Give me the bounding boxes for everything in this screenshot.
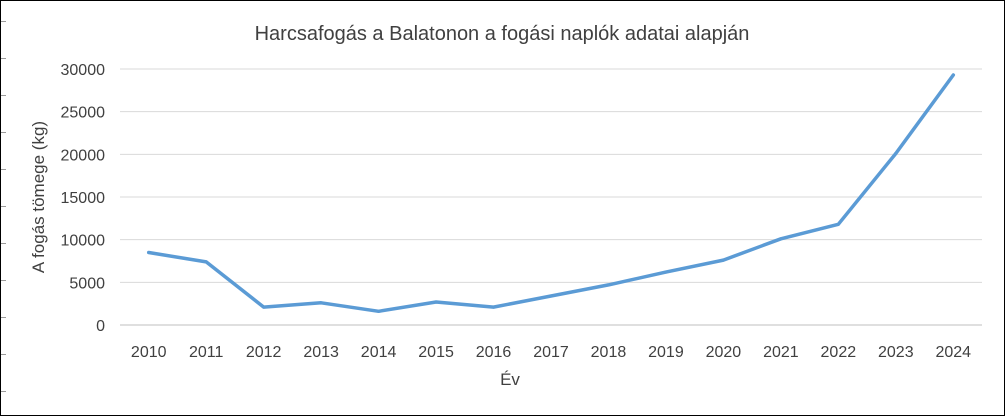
x-tick-label: 2024 (935, 344, 971, 361)
left-edge-tick (1, 317, 6, 318)
left-edge-tick (1, 21, 6, 22)
y-axis-label: A fogás tömege (kg) (29, 121, 48, 273)
y-tick-label: 30000 (61, 62, 106, 79)
x-tick-label: 2011 (189, 344, 224, 361)
data-point (492, 305, 496, 309)
left-edge-tick (1, 354, 6, 355)
left-edge-tick (1, 58, 6, 59)
y-tick-labels: 0 5000 10000 15000 20000 25000 30000 (61, 62, 106, 335)
left-edge-tick (1, 95, 6, 96)
data-point (606, 283, 610, 287)
x-tick-label: 2013 (303, 344, 339, 361)
left-edge-tick (1, 169, 6, 170)
data-point (951, 73, 955, 77)
y-tick-label: 10000 (61, 233, 106, 250)
left-edge-tick (1, 206, 6, 207)
data-point (147, 250, 151, 254)
y-tick-label: 15000 (61, 190, 106, 207)
y-tick-label: 5000 (69, 275, 105, 292)
x-tick-label: 2014 (361, 344, 397, 361)
left-edge-tick (1, 391, 6, 392)
x-tick-label: 2018 (591, 344, 627, 361)
data-point (434, 300, 438, 304)
x-tick-label: 2023 (878, 344, 914, 361)
data-point (204, 260, 208, 264)
data-point (377, 309, 381, 313)
x-tick-label: 2012 (246, 344, 282, 361)
x-tick-label: 2010 (131, 344, 167, 361)
data-point (664, 270, 668, 274)
x-tick-label: 2022 (821, 344, 857, 361)
series-line (146, 73, 956, 314)
left-edge-tick (1, 243, 6, 244)
left-edge-tick (1, 280, 6, 281)
series-group (146, 73, 956, 314)
x-tick-label: 2017 (533, 344, 569, 361)
x-axis-label: Év (500, 370, 520, 389)
data-point (721, 258, 725, 262)
x-tick-label: 2020 (706, 344, 742, 361)
data-point (319, 301, 323, 305)
chart-title: Harcsafogás a Balatonon a fogási naplók … (255, 23, 750, 45)
y-tick-label: 25000 (61, 105, 106, 122)
data-point (836, 222, 840, 226)
x-tick-label: 2021 (763, 344, 799, 361)
left-edge-tick (1, 132, 6, 133)
x-tick-label: 2015 (418, 344, 454, 361)
x-tick-labels: 2010 2011 2012 2013 2014 2015 2016 2017 2018 2019… (131, 344, 971, 361)
gridlines (120, 68, 982, 326)
data-point (894, 151, 898, 155)
y-tick-label: 20000 (61, 147, 106, 164)
data-point (779, 237, 783, 241)
x-tick-label: 2016 (476, 344, 512, 361)
data-point (549, 294, 553, 298)
x-tick-label: 2019 (648, 344, 684, 361)
y-tick-label: 0 (96, 318, 105, 335)
left-edge-ticks (1, 1, 6, 415)
data-point (262, 305, 266, 309)
